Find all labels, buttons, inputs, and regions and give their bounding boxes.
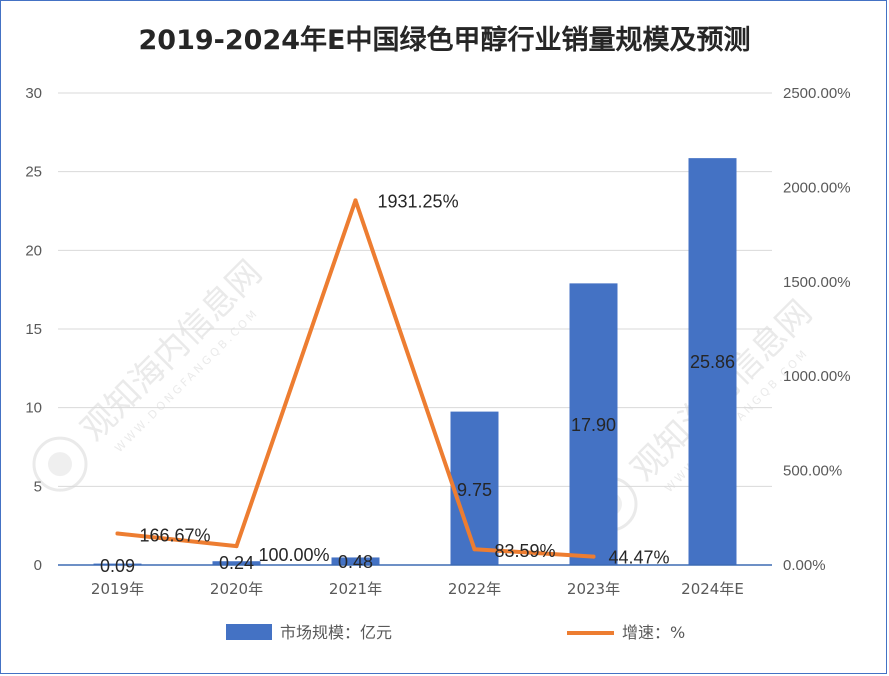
watermark-logo-core bbox=[48, 452, 72, 477]
y-right-tick-label: 2000.00% bbox=[783, 179, 851, 196]
gridlines bbox=[58, 92, 772, 487]
chart-title: 2019-2024年E中国绿色甲醇行业销量规模及预测 bbox=[138, 25, 751, 56]
y-left-tick-label: 30 bbox=[25, 85, 42, 102]
bar bbox=[569, 283, 618, 565]
growth-point bbox=[353, 198, 358, 203]
growth-value-label: 100.00% bbox=[259, 545, 330, 565]
y-right-tick-label: 500.00% bbox=[783, 463, 842, 480]
bar-value-label: 25.86 bbox=[690, 352, 735, 372]
x-tick-label: 2024年E bbox=[681, 580, 744, 598]
line-series bbox=[115, 198, 596, 559]
y-left-tick-label: 10 bbox=[25, 400, 42, 417]
x-tick-label: 2019年 bbox=[91, 580, 144, 598]
x-tick-label: 2023年 bbox=[567, 580, 620, 598]
bar bbox=[212, 561, 261, 565]
bar-value-label: 0.48 bbox=[338, 552, 373, 572]
bar bbox=[450, 411, 499, 565]
y-left-tick-label: 25 bbox=[25, 164, 42, 181]
axes: 0 5 10 15 20 25 30 0.00% 500.00% 1000.00% 1500.00%… bbox=[25, 85, 850, 598]
legend-bar-label: 市场规模：亿元 bbox=[280, 623, 392, 642]
y-right-tick-label: 0.00% bbox=[783, 557, 826, 574]
x-tick-label: 2021年 bbox=[329, 580, 382, 598]
legend-line-label: 增速：% bbox=[622, 623, 685, 642]
bar-value-label: 17.90 bbox=[571, 415, 616, 435]
y-left-tick-label: 0 bbox=[34, 557, 42, 574]
growth-value-label: 44.47% bbox=[609, 548, 670, 568]
y-right-tick-label: 1500.00% bbox=[783, 274, 851, 291]
growth-value-label: 83.59% bbox=[495, 541, 556, 561]
bar-value-label: 0.24 bbox=[219, 553, 254, 573]
y-left-tick-label: 20 bbox=[25, 242, 42, 259]
bar-value-label: 9.75 bbox=[457, 480, 492, 500]
legend-bar-swatch bbox=[226, 624, 272, 640]
x-tick-label: 2022年 bbox=[448, 580, 501, 598]
watermark-logo-icon bbox=[32, 436, 88, 492]
y-right-tick-label: 1000.00% bbox=[783, 368, 851, 385]
bar-series bbox=[93, 158, 737, 566]
growth-point bbox=[115, 531, 120, 536]
watermark-text: 观知海内信息网 bbox=[73, 253, 270, 450]
growth-value-label: 1931.25% bbox=[378, 191, 459, 211]
y-left-tick-label: 5 bbox=[34, 478, 42, 495]
growth-point bbox=[234, 544, 239, 549]
x-tick-label: 2020年 bbox=[210, 580, 263, 598]
bar-value-label: 0.09 bbox=[100, 556, 135, 576]
growth-point bbox=[472, 547, 477, 552]
y-left-tick-label: 15 bbox=[25, 321, 42, 338]
bar bbox=[331, 557, 380, 565]
data-labels: 0.09 0.24 0.48 9.75 17.90 25.86 166.67% 100.00%… bbox=[100, 191, 735, 576]
legend: 市场规模：亿元 增速：% bbox=[226, 623, 685, 642]
growth-value-label: 166.67% bbox=[140, 526, 211, 546]
y-right-tick-label: 2500.00% bbox=[783, 85, 851, 102]
bar bbox=[688, 158, 737, 566]
growth-point bbox=[591, 554, 596, 559]
